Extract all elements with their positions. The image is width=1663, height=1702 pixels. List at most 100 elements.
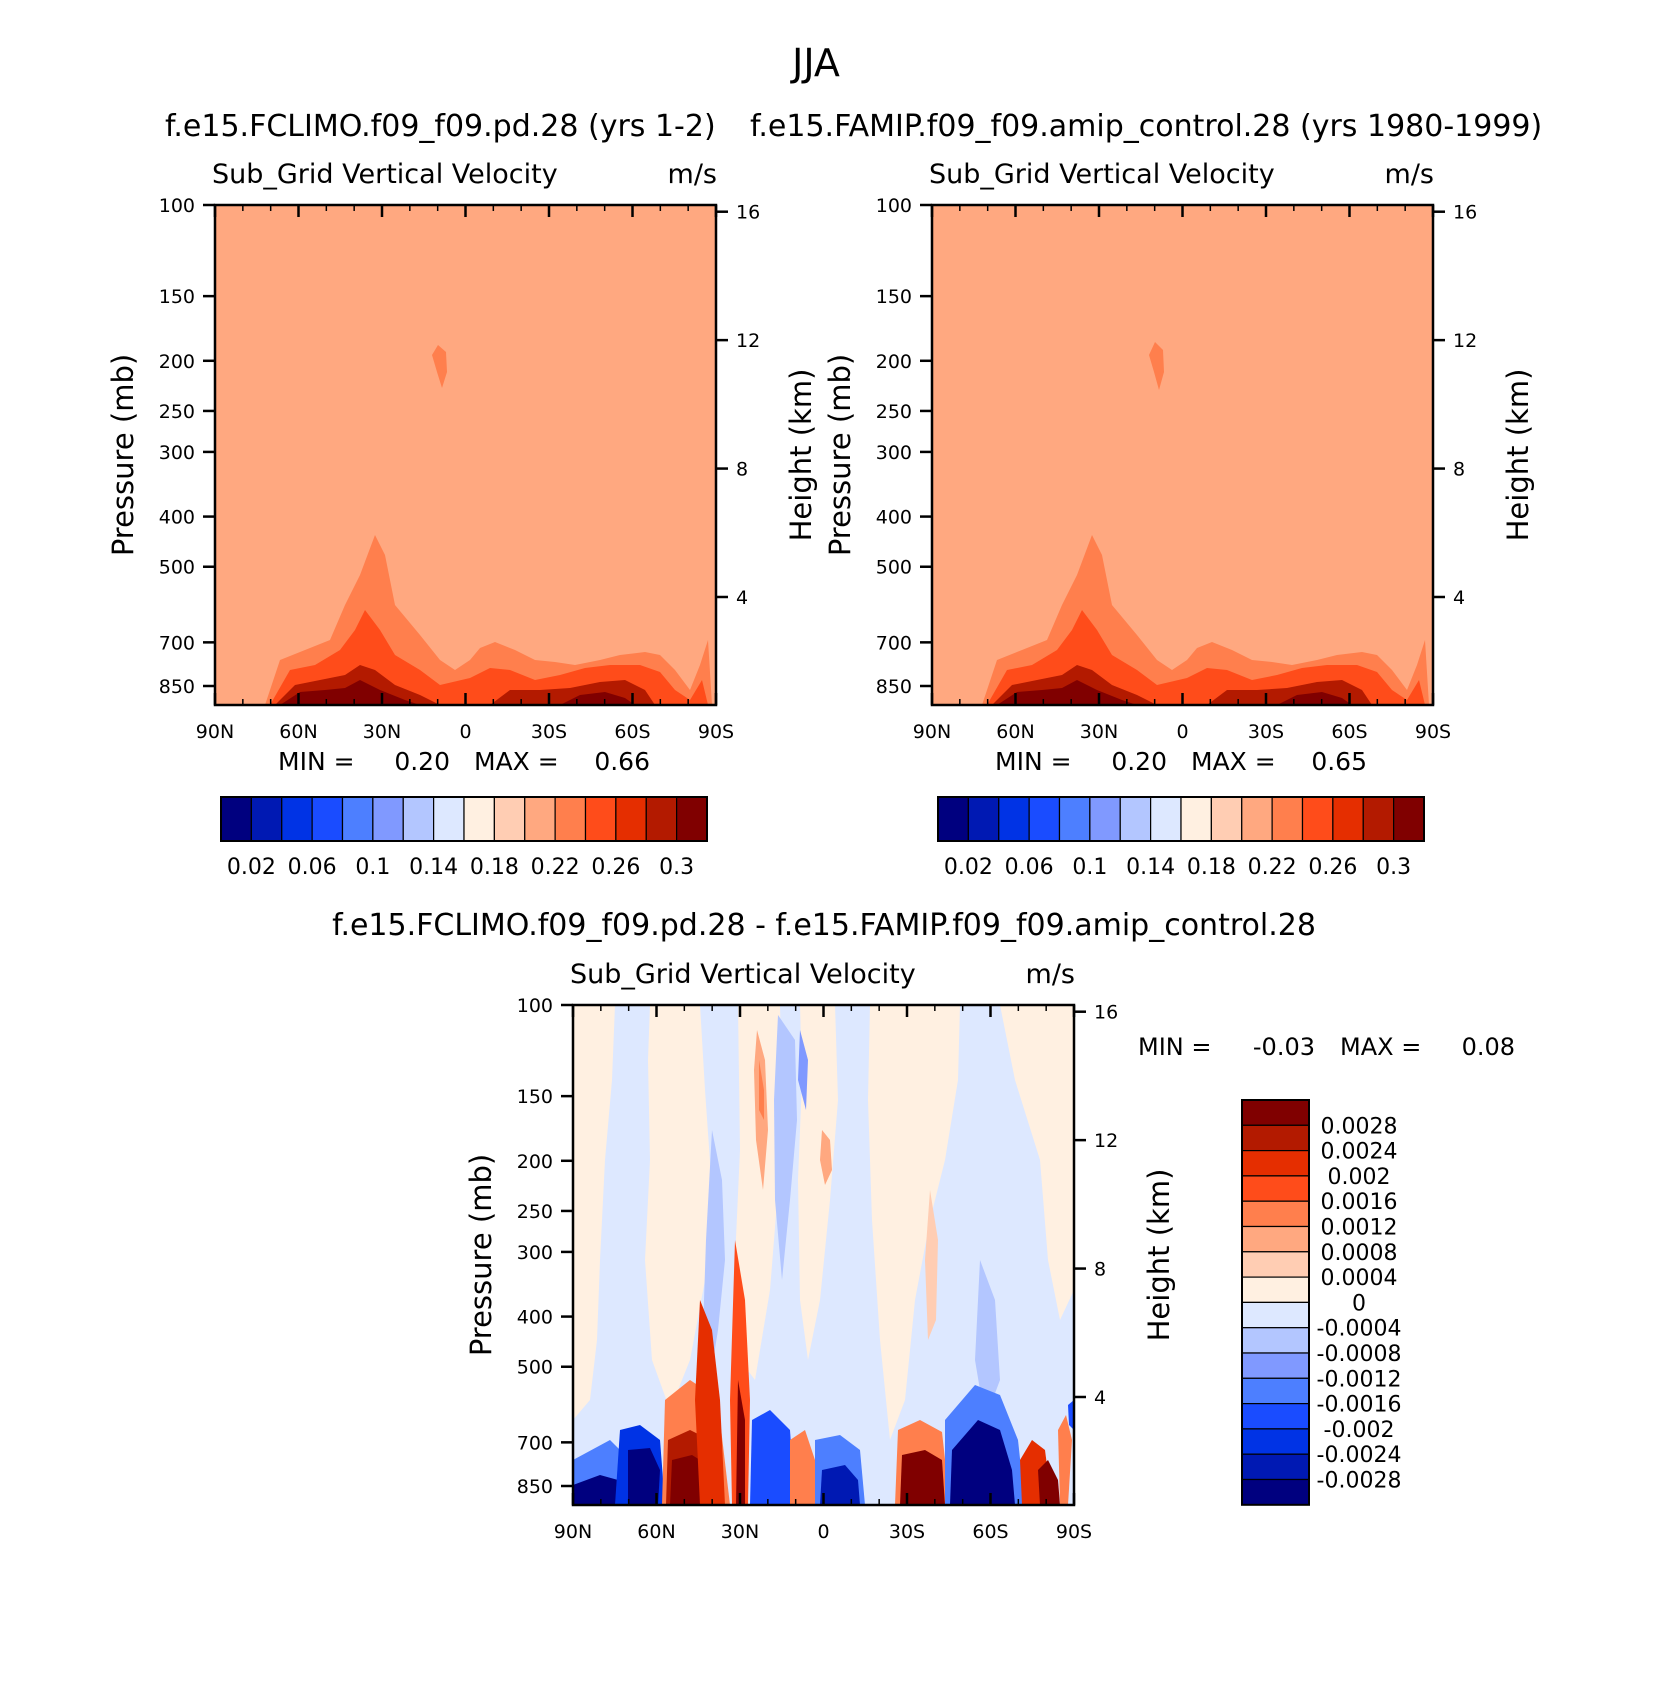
colorbar-label: 0.0008 <box>1321 1241 1398 1266</box>
colorbar-swatch <box>1028 796 1061 842</box>
panel-3-lowlevel-negative <box>1068 1400 1074 1430</box>
colorbar-label: 0.0012 <box>1321 1216 1398 1241</box>
y-axis-title: Pressure (mb) <box>106 354 140 556</box>
colorbar-label: 0.3 <box>1376 855 1411 880</box>
panel-3-lowlevel-positive <box>900 1450 945 1505</box>
colorbar-label: -0.0016 <box>1317 1393 1402 1418</box>
y-tick-label: 150 <box>517 1086 553 1108</box>
x-tick-label: 60N <box>637 1521 675 1543</box>
colorbar-label: -0.0012 <box>1317 1367 1402 1392</box>
x-tick-label: 30S <box>889 1521 925 1543</box>
colorbar-swatch <box>1241 1251 1310 1278</box>
colorbar-swatch <box>1362 796 1395 842</box>
panel-2-max-label: MAX = <box>1191 747 1276 776</box>
y2-tick-label: 4 <box>1453 587 1465 609</box>
colorbar-swatch <box>1180 796 1212 842</box>
y2-tick-label: 8 <box>1094 1259 1106 1281</box>
panel-1-plot-area <box>215 205 716 705</box>
x-tick-label: 0 <box>1176 721 1188 743</box>
panel-2: f.e15.FAMIP.f09_f09.amip_control.28 (yrs… <box>750 109 1542 880</box>
colorbar-swatch <box>967 796 1000 842</box>
x-tick-label: 30N <box>1080 721 1118 743</box>
y2-tick-label: 4 <box>1094 1387 1106 1409</box>
x-tick-label: 30N <box>721 1521 759 1543</box>
colorbar-swatch <box>433 796 465 842</box>
y2-tick-label: 16 <box>1094 1002 1118 1024</box>
colorbar-label: 0.26 <box>591 855 640 880</box>
y2-tick-label: 8 <box>1453 459 1465 481</box>
colorbar-swatch <box>1241 1301 1310 1329</box>
panel-1-min-value: 0.20 <box>394 747 450 776</box>
panel-1-min-label: MIN = <box>278 747 355 776</box>
colorbar-label: 0.18 <box>470 855 519 880</box>
colorbar-label: 0.0004 <box>1321 1266 1398 1291</box>
y-tick-label: 500 <box>159 557 195 579</box>
colorbar-swatch <box>1332 796 1364 842</box>
panel-3-lowlevel-positive <box>790 1430 815 1505</box>
panel-1-contour-max <box>280 680 635 705</box>
panel-3-tower-strong-positive <box>736 1380 745 1505</box>
panel-3-band-positive <box>735 1005 782 1380</box>
colorbar-swatch <box>937 796 969 842</box>
y-tick-label: 300 <box>159 442 195 464</box>
x-tick-label: 60N <box>279 721 317 743</box>
colorbar-label: 0.1 <box>355 855 390 880</box>
panel-3-lowlevel-negative <box>628 1448 660 1505</box>
x-tick-label: 90N <box>913 721 951 743</box>
panel-1-units: m/s <box>668 159 717 190</box>
colorbar-swatch <box>1241 1175 1310 1202</box>
colorbar-label: 0.26 <box>1308 855 1357 880</box>
panel-1-case-title: f.e15.FCLIMO.f09_f09.pd.28 (yrs 1-2) <box>165 109 716 144</box>
panel-2-min-value: 0.20 <box>1111 747 1167 776</box>
colorbar-swatch <box>1210 796 1243 842</box>
panel-1-axes: 90N 60N 30N 0 30S 60S 90S 100 150 200 250 300 400 500… <box>106 195 818 743</box>
y-tick-label: 400 <box>517 1307 553 1329</box>
colorbar-swatch <box>220 796 252 842</box>
colorbar-swatch <box>676 796 708 842</box>
panel-1: f.e15.FCLIMO.f09_f09.pd.28 (yrs 1-2) Sub… <box>106 109 818 880</box>
y2-tick-label: 12 <box>1453 330 1477 352</box>
y-tick-label: 500 <box>517 1357 553 1379</box>
y2-tick-label: 8 <box>736 459 748 481</box>
y-tick-label: 200 <box>517 1151 553 1173</box>
colorbar-label: 0.22 <box>1248 855 1297 880</box>
colorbar-swatch <box>311 796 344 842</box>
panel-3-tower-positive <box>820 1130 832 1185</box>
colorbar-swatch <box>402 796 435 842</box>
y-tick-label: 250 <box>876 401 912 423</box>
colorbar-label: 0.002 <box>1328 1165 1391 1190</box>
y-tick-label: 850 <box>159 676 195 698</box>
y-tick-label: 300 <box>876 442 912 464</box>
x-tick-label: 60S <box>1331 721 1367 743</box>
colorbar-label: 0.1 <box>1072 855 1107 880</box>
panel-3-axes: 90N 60N 30N 0 30S 60S 90S 100 150 200 250 300 400 500… <box>464 995 1176 1543</box>
panel-3-lowlevel-positive <box>1038 1460 1060 1505</box>
colorbar-label: 0.02 <box>944 855 993 880</box>
colorbar-label: -0.002 <box>1324 1418 1395 1443</box>
y-tick-label: 300 <box>517 1242 553 1264</box>
y2-tick-label: 12 <box>1094 1130 1118 1152</box>
colorbar-swatch <box>1241 1276 1310 1303</box>
colorbar-label: 0.0024 <box>1321 1140 1398 1165</box>
y-tick-label: 700 <box>876 632 912 654</box>
colorbar-swatch <box>645 796 678 842</box>
y-tick-label: 200 <box>876 351 912 373</box>
x-tick-label: 0 <box>459 721 471 743</box>
panel-1-background-field <box>215 205 716 705</box>
colorbar-swatch <box>1241 1149 1310 1177</box>
y-tick-label: 400 <box>876 507 912 529</box>
colorbar-swatch <box>1271 796 1304 842</box>
colorbar-swatch <box>1119 796 1152 842</box>
x-tick-label: 30S <box>1248 721 1284 743</box>
colorbar-label: 0.02 <box>227 855 276 880</box>
panel-2-background-field <box>932 205 1433 705</box>
y-tick-label: 100 <box>517 995 553 1017</box>
panel-3-tower-strong-positive <box>695 1300 725 1505</box>
colorbar-label: 0.06 <box>1005 855 1054 880</box>
colorbar-swatch <box>1241 1377 1310 1405</box>
panel-3-max-value: 0.08 <box>1462 1033 1515 1061</box>
colorbar-swatch <box>281 796 313 842</box>
x-tick-label: 90S <box>698 721 734 743</box>
colorbar-label: 0.18 <box>1187 855 1236 880</box>
